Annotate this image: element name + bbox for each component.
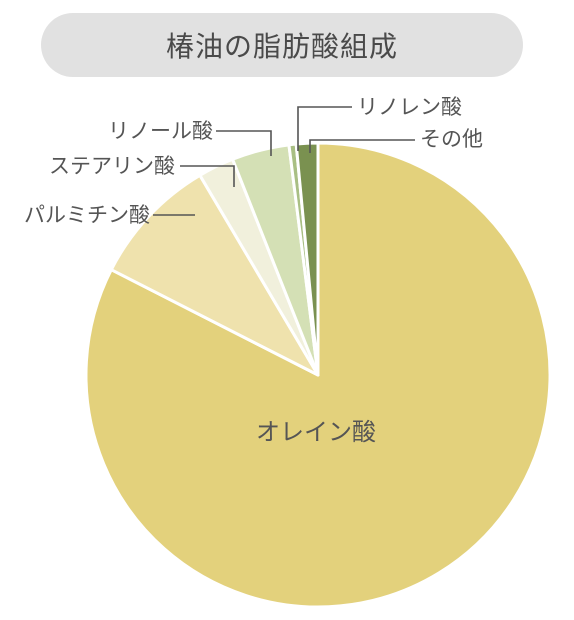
leader-line-stearic <box>180 165 235 187</box>
slice-label-palmitic: パルミチン酸 <box>24 203 150 227</box>
leader-line-linolenic <box>297 106 352 151</box>
slice-label-linolenic: リノレン酸 <box>357 95 462 119</box>
pie-slice-palmitic <box>109 173 320 377</box>
slice-label-other: その他 <box>420 127 483 151</box>
slice-label-oleic: オレイン酸 <box>256 418 376 446</box>
title-pill: 椿油の脂肪酸組成 <box>41 13 523 77</box>
leader-line-linoleic <box>216 130 272 156</box>
leader-line-other <box>309 139 415 153</box>
chart-title: 椿油の脂肪酸組成 <box>165 30 398 63</box>
slice-label-stearic: ステアリン酸 <box>49 154 175 178</box>
slice-label-linoleic: リノール酸 <box>108 119 213 143</box>
pie-slice-other <box>294 141 320 377</box>
